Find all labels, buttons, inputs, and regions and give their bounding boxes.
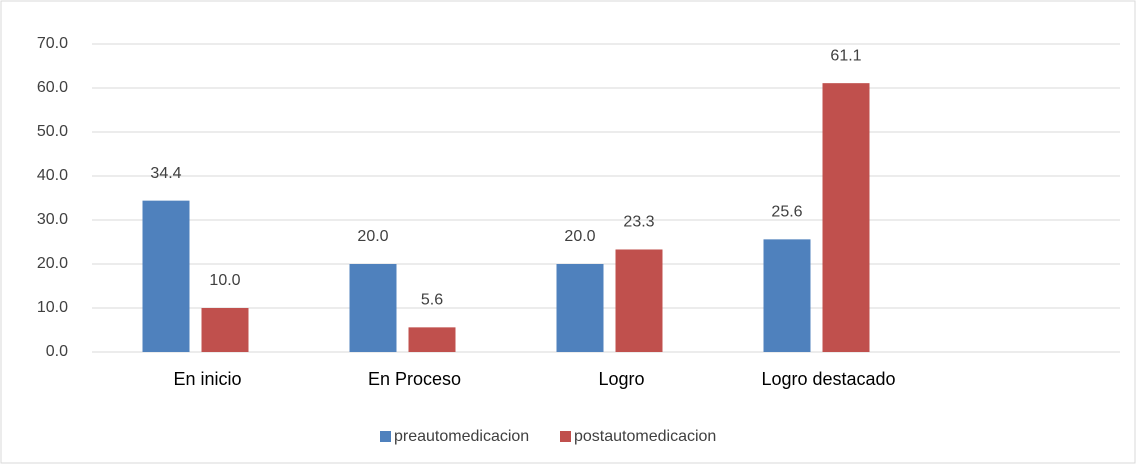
value-label: 34.4 bbox=[150, 165, 181, 182]
y-tick-label: 10.0 bbox=[37, 299, 68, 316]
x-tick-label: En Proceso bbox=[368, 369, 461, 389]
bar bbox=[142, 200, 190, 352]
bar bbox=[556, 264, 604, 352]
value-label: 61.1 bbox=[830, 47, 861, 64]
y-tick-label: 0.0 bbox=[46, 343, 68, 360]
value-label: 5.6 bbox=[421, 292, 443, 309]
x-tick-label: Logro bbox=[598, 369, 644, 389]
y-tick-label: 70.0 bbox=[37, 35, 68, 52]
y-tick-label: 20.0 bbox=[37, 255, 68, 272]
bar bbox=[615, 249, 663, 352]
value-label: 10.0 bbox=[209, 272, 240, 289]
x-tick-label: En inicio bbox=[173, 369, 241, 389]
bar bbox=[822, 83, 870, 352]
value-label: 25.6 bbox=[771, 204, 802, 221]
y-tick-label: 30.0 bbox=[37, 211, 68, 228]
legend-label: preautomedicacion bbox=[394, 428, 529, 445]
legend-label: postautomedicacion bbox=[574, 428, 716, 445]
value-label: 20.0 bbox=[564, 228, 595, 245]
bar bbox=[408, 327, 456, 352]
legend-swatch bbox=[380, 431, 391, 442]
value-label: 23.3 bbox=[623, 214, 654, 231]
bar bbox=[763, 239, 811, 352]
x-tick-label: Logro destacado bbox=[761, 369, 895, 389]
y-tick-label: 60.0 bbox=[37, 79, 68, 96]
y-tick-label: 50.0 bbox=[37, 123, 68, 140]
legend-swatch bbox=[560, 431, 571, 442]
bar bbox=[349, 264, 397, 352]
bar bbox=[201, 308, 249, 352]
y-tick-label: 40.0 bbox=[37, 167, 68, 184]
value-label: 20.0 bbox=[357, 228, 388, 245]
